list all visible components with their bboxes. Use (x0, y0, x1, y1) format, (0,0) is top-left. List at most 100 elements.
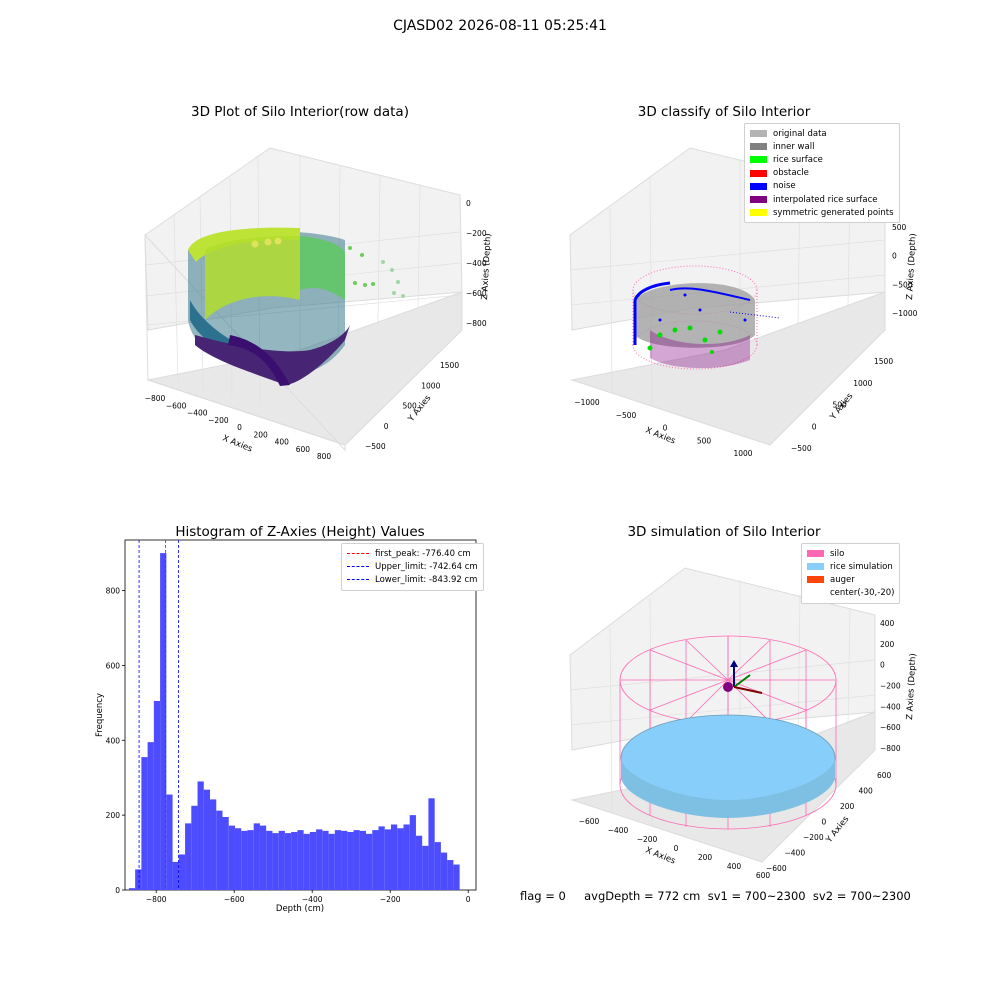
raw-3d-plot: −800−600−400−2000200400600800−5000500100… (144, 147, 487, 461)
histogram-bar (259, 825, 267, 890)
histogram-bar (191, 805, 198, 890)
histogram-bar (234, 828, 242, 890)
z-tick-label: 400 (880, 619, 895, 628)
simulation-zlabel: Z Axies (Depth) (905, 653, 918, 720)
histogram-bar (166, 794, 173, 890)
histogram-bar (359, 830, 367, 890)
x-tick-label: −600 (166, 401, 187, 410)
y-tick-label: −600 (766, 864, 787, 873)
histogram-bar (341, 830, 348, 890)
y-tick-label: 200 (840, 802, 855, 811)
legend-line (347, 553, 369, 555)
legend-line (347, 579, 369, 581)
y-tick-label: 400 (106, 736, 121, 745)
x-tick-label: 600 (296, 445, 311, 454)
raw-point-cloud (188, 227, 405, 386)
panel-title-classify: 3D classify of Silo Interior (637, 104, 811, 120)
histogram-bar (384, 829, 391, 890)
status-footer: flag = 0 avgDepth = 772 cm sv1 = 700~230… (520, 889, 911, 903)
simulation-xlabel: X Axies (644, 846, 677, 867)
legend-swatch (807, 563, 824, 571)
x-tick-label: −200 (637, 835, 658, 844)
y-tick-label: 200 (106, 811, 121, 820)
histogram-bar (153, 700, 161, 890)
histogram-bar (303, 833, 310, 890)
histogram-bar (403, 824, 410, 890)
x-tick-label: −400 (608, 826, 629, 835)
y-tick-label: 0 (822, 818, 827, 827)
legend-label: rice surface (773, 154, 823, 165)
y-tick-label: 0 (812, 422, 817, 431)
legend-item: silo (807, 547, 894, 560)
x-tick-label: −400 (302, 895, 323, 904)
legend-label: rice simulation (830, 561, 893, 572)
histogram-bar (241, 830, 248, 890)
classify-legend: original data inner wall rice surface ob… (744, 123, 900, 224)
z-tick-label: −400 (466, 259, 487, 268)
panel-title-raw: 3D Plot of Silo Interior(row data) (191, 104, 409, 120)
histogram-bar (353, 830, 360, 890)
legend-item: center(-30,-20) (807, 587, 894, 600)
y-tick-label: 0 (384, 422, 389, 431)
legend-swatch (750, 169, 767, 177)
legend-label: inner wall (773, 141, 815, 152)
histogram-bar (440, 852, 448, 890)
x-tick-label: 0 (674, 844, 679, 853)
histogram-bar (428, 798, 435, 890)
y-tick-label: 0 (115, 886, 120, 895)
legend-item: Lower_limit: -843.92 cm (347, 573, 478, 586)
z-tick-label: −400 (880, 702, 901, 711)
histogram-bar (334, 830, 342, 890)
histogram-bar (266, 830, 273, 890)
histogram-bar (210, 799, 217, 890)
legend-item: inner wall (750, 140, 894, 153)
legend-swatch (750, 143, 767, 151)
z-tick-label: 0 (880, 661, 885, 670)
raw-ylabel: Y Axies (406, 393, 434, 425)
y-tick-label: 600 (877, 771, 892, 780)
y-tick-label: 1000 (853, 379, 872, 388)
x-tick-label: −600 (579, 817, 600, 826)
histogram-bar (434, 842, 441, 890)
x-tick-label: −200 (380, 895, 401, 904)
x-tick-label: −200 (208, 416, 229, 425)
histogram-bar (328, 833, 335, 890)
y-tick-label: 1500 (874, 357, 893, 366)
x-tick-label: −400 (187, 409, 208, 418)
legend-label: obstacle (773, 168, 809, 179)
x-tick-label: 0 (466, 895, 471, 904)
legend-line (347, 566, 369, 568)
histogram-bar (447, 860, 454, 890)
histogram-bar (347, 831, 354, 890)
z-tick-label: −200 (880, 682, 901, 691)
histogram-bar (415, 835, 423, 890)
legend-label: auger (830, 574, 855, 585)
z-tick-label: −200 (466, 229, 487, 238)
histogram-ylabel: Frequency (95, 693, 105, 737)
histogram-bar (228, 825, 235, 890)
histogram-bar (147, 742, 154, 890)
histogram-bar (453, 864, 460, 890)
y-tick-label: −500 (791, 444, 812, 453)
legend-swatch (750, 209, 767, 217)
x-tick-label: 0 (663, 424, 668, 433)
x-tick-label: −800 (145, 394, 166, 403)
panel-title-histogram: Histogram of Z-Axies (Height) Values (175, 524, 425, 540)
histogram-bar (172, 861, 179, 890)
histogram-bar (378, 826, 385, 890)
histogram-bar (253, 823, 260, 890)
histogram-bar (309, 831, 317, 890)
histogram-bar (141, 757, 148, 890)
x-tick-label: 200 (253, 430, 268, 439)
z-tick-label: −1000 (892, 309, 918, 318)
x-tick-label: 800 (317, 452, 332, 461)
y-tick-label: 1500 (440, 361, 459, 370)
histogram-bar (297, 830, 304, 890)
legend-item: original data (750, 127, 894, 140)
simulation-3d-plot (569, 567, 876, 863)
legend-label: interpolated rice surface (773, 194, 878, 205)
histogram-xlabel: Depth (cm) (276, 904, 324, 914)
histogram-bar (409, 815, 416, 890)
classify-xlabel: X Axies (644, 426, 677, 447)
y-tick-label: −400 (785, 849, 806, 858)
